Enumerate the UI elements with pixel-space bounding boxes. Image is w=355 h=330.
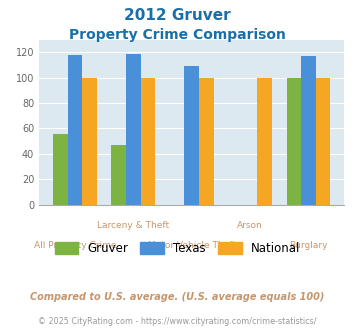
Text: Burglary: Burglary — [289, 241, 328, 250]
Text: Compared to U.S. average. (U.S. average equals 100): Compared to U.S. average. (U.S. average … — [30, 292, 325, 302]
Text: © 2025 CityRating.com - https://www.cityrating.com/crime-statistics/: © 2025 CityRating.com - https://www.city… — [38, 317, 317, 326]
Bar — [316, 78, 331, 205]
Bar — [53, 134, 67, 205]
Bar — [184, 66, 199, 205]
Text: Larceny & Theft: Larceny & Theft — [97, 221, 169, 230]
Bar — [257, 78, 272, 205]
Text: Property Crime Comparison: Property Crime Comparison — [69, 28, 286, 42]
Text: Arson: Arson — [237, 221, 263, 230]
Bar — [301, 56, 316, 205]
Text: All Property Crime: All Property Crime — [34, 241, 116, 250]
Bar — [199, 78, 214, 205]
Legend: Gruver, Texas, National: Gruver, Texas, National — [50, 237, 305, 260]
Bar — [82, 78, 97, 205]
Text: 2012 Gruver: 2012 Gruver — [124, 8, 231, 23]
Bar — [111, 145, 126, 205]
Text: Motor Vehicle Theft: Motor Vehicle Theft — [148, 241, 236, 250]
Bar — [126, 53, 141, 205]
Bar — [141, 78, 155, 205]
Bar — [67, 55, 82, 205]
Bar — [286, 78, 301, 205]
